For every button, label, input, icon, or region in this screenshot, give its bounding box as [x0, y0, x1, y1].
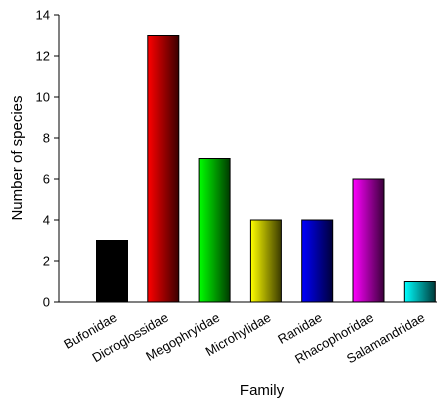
y-axis-title: Number of species: [9, 95, 26, 220]
y-tick-label: 6: [43, 172, 50, 187]
y-tick-label: 2: [43, 254, 50, 269]
x-tick-labels: BufonidaeDicroglossidaeMegophryidaeMicro…: [61, 310, 427, 367]
bar-megophryidae: [198, 158, 231, 303]
bar-dicroglossidae: [147, 35, 180, 303]
y-tick-label: 4: [43, 213, 50, 228]
bar-ranidae: [301, 219, 334, 303]
bar-bufonidae: [96, 240, 128, 303]
x-axis-title: Family: [240, 382, 285, 399]
y-tick-label: 12: [36, 49, 50, 64]
y-tick-label: 14: [36, 8, 50, 23]
y-tick-label: 8: [43, 131, 50, 146]
bar-salamandridae: [403, 281, 436, 303]
bar-rhacophoridae: [352, 178, 385, 303]
y-ticks: 0 2 4 6 8 10 12 14: [36, 8, 59, 310]
y-tick-label: 0: [43, 295, 50, 310]
axes: [58, 15, 437, 303]
bars: [96, 35, 436, 303]
bar-microhylidae: [249, 219, 282, 303]
y-tick-label: 10: [36, 90, 50, 105]
